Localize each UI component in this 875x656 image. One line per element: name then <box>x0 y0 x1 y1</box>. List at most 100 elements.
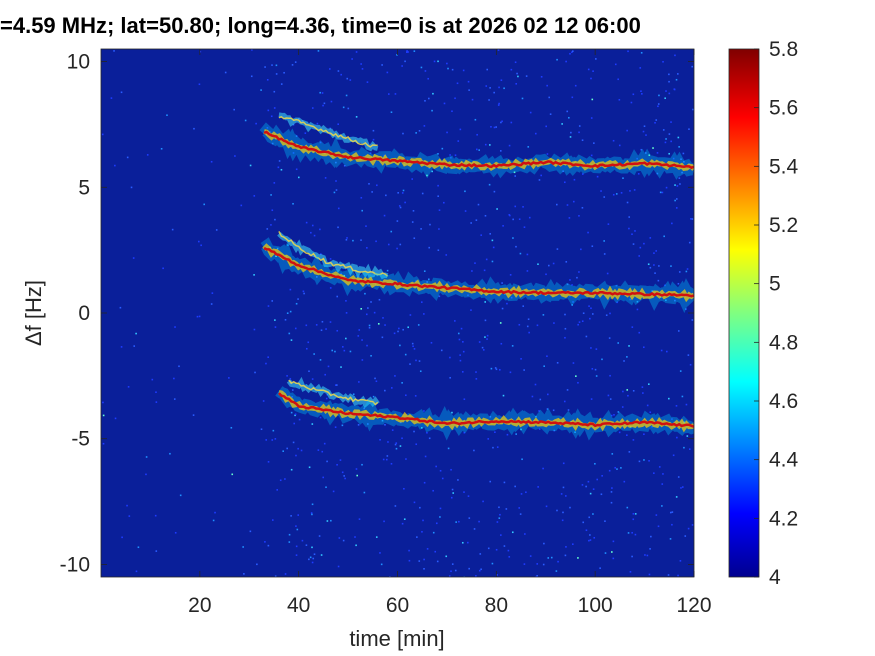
noise-speck <box>503 545 506 547</box>
noise-speck <box>297 176 300 179</box>
noise-speck <box>682 152 685 155</box>
noise-speck <box>403 487 405 490</box>
noise-speck <box>601 358 603 361</box>
noise-speck <box>458 338 461 341</box>
noise-speck <box>502 394 505 397</box>
noise-speck <box>407 51 409 53</box>
noise-speck <box>230 426 233 429</box>
noise-speck <box>580 248 582 251</box>
noise-speck <box>582 521 585 524</box>
noise-speck <box>679 183 681 185</box>
noise-speck <box>375 536 378 538</box>
noise-speck <box>496 446 499 448</box>
noise-speck <box>649 548 651 550</box>
noise-speck <box>231 473 234 476</box>
noise-speck <box>653 264 655 266</box>
noise-speck <box>324 177 327 179</box>
noise-speck <box>145 473 147 476</box>
noise-speck <box>526 253 529 256</box>
noise-speck <box>590 154 593 157</box>
noise-speck <box>337 70 340 72</box>
noise-speck <box>376 184 378 187</box>
noise-speck <box>478 341 481 343</box>
noise-speck <box>658 466 661 468</box>
noise-speck <box>489 480 492 483</box>
noise-speck <box>674 54 676 57</box>
noise-speck <box>330 100 333 103</box>
noise-speck <box>366 247 368 249</box>
noise-speck <box>128 515 131 517</box>
noise-speck <box>501 120 503 123</box>
noise-speck <box>500 342 503 345</box>
noise-speck <box>634 513 637 515</box>
noise-speck <box>571 284 573 286</box>
noise-speck <box>529 555 532 557</box>
noise-speck <box>462 350 465 353</box>
noise-speck <box>486 334 489 337</box>
noise-speck <box>610 491 613 493</box>
colorbar-tick-label: 5.2 <box>769 214 798 237</box>
noise-speck <box>445 254 448 256</box>
x-tick-label: 20 <box>188 594 211 617</box>
noise-speck <box>296 528 299 531</box>
noise-speck <box>452 492 455 494</box>
noise-speck <box>394 375 396 377</box>
noise-speck <box>458 520 460 523</box>
noise-speck <box>467 541 469 544</box>
noise-speck <box>382 458 385 461</box>
noise-speck <box>467 294 469 297</box>
noise-speck <box>337 123 340 125</box>
noise-speck <box>508 213 511 216</box>
noise-speck <box>663 235 665 238</box>
noise-speck <box>360 196 363 199</box>
noise-speck <box>379 438 381 441</box>
noise-speck <box>665 90 667 92</box>
noise-speck <box>423 558 425 561</box>
noise-speck <box>485 258 488 261</box>
noise-speck <box>370 354 372 357</box>
noise-speck <box>275 73 278 75</box>
noise-speck <box>529 111 532 114</box>
noise-speck <box>684 535 687 537</box>
noise-speck <box>587 68 590 71</box>
noise-speck <box>211 292 214 294</box>
noise-speck <box>382 317 384 319</box>
noise-speck <box>519 252 522 255</box>
noise-speck <box>654 272 656 274</box>
noise-speck <box>320 329 323 332</box>
noise-speck <box>443 102 446 105</box>
noise-speck <box>649 266 652 269</box>
x-tick-label: 60 <box>386 594 409 617</box>
noise-speck <box>461 541 464 544</box>
noise-speck <box>405 394 407 397</box>
noise-speck <box>166 114 168 117</box>
noise-speck <box>648 573 651 576</box>
noise-speck <box>493 190 496 193</box>
noise-speck <box>674 299 676 302</box>
noise-speck <box>323 102 326 105</box>
noise-speck <box>126 504 128 507</box>
noise-speck <box>329 258 332 260</box>
noise-speck <box>269 131 271 133</box>
noise-speck <box>655 514 658 516</box>
noise-speck <box>154 514 157 517</box>
noise-speck <box>525 491 527 494</box>
noise-speck <box>441 477 444 480</box>
noise-speck <box>542 563 545 566</box>
noise-speck <box>459 359 462 362</box>
noise-speck <box>366 344 368 347</box>
noise-speck <box>572 543 574 545</box>
noise-speck <box>171 228 174 231</box>
noise-speck <box>386 71 389 74</box>
noise-speck <box>670 121 672 123</box>
noise-speck <box>527 146 530 148</box>
noise-speck <box>536 563 539 565</box>
noise-speck <box>589 317 591 320</box>
noise-speck <box>240 204 243 207</box>
noise-speck <box>499 150 502 152</box>
noise-speck <box>294 327 297 330</box>
noise-speck <box>675 207 678 209</box>
noise-speck <box>661 191 664 194</box>
noise-speck <box>455 521 457 523</box>
noise-speck <box>424 70 427 72</box>
